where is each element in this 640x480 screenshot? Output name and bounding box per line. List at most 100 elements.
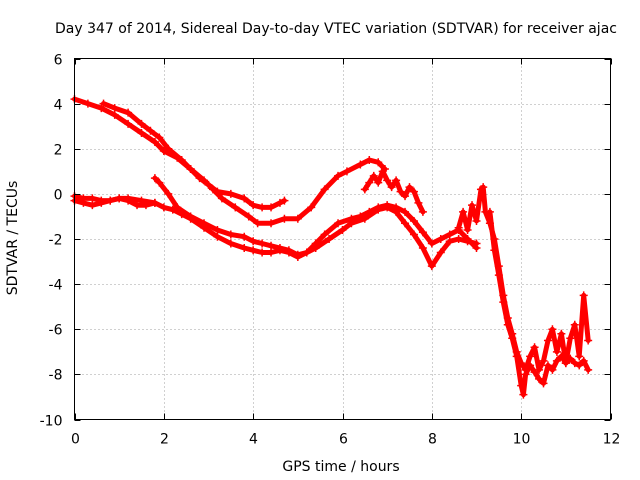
data-point — [240, 244, 249, 253]
data-point — [249, 237, 258, 246]
y-tick-label: -6 — [49, 323, 63, 339]
data-point — [226, 189, 235, 198]
data-point — [383, 176, 392, 185]
data-point — [401, 219, 410, 228]
data-point — [508, 334, 517, 343]
data-point — [561, 359, 570, 368]
data-point — [226, 230, 235, 239]
axis-ticks: 0 2 4 6 8 10 12 -10 -8 -6 -4 -2 0 2 4 6 — [40, 53, 621, 448]
data-point — [325, 235, 334, 243]
data-point — [146, 126, 155, 135]
data-point — [150, 137, 159, 146]
data-point — [267, 203, 276, 212]
data-point — [374, 178, 383, 187]
chart-title: Day 347 of 2014, Sidereal Day-to-day VTE… — [55, 21, 617, 37]
data-point — [97, 196, 106, 205]
data-point — [275, 246, 284, 255]
data-point — [99, 99, 108, 108]
series-arc-2 — [99, 99, 389, 228]
data-point — [548, 365, 557, 374]
data-point — [164, 189, 173, 198]
data-point — [543, 336, 552, 345]
y-axis-label: SDTVAR / TECUs — [5, 181, 21, 296]
x-tick-label: 12 — [603, 432, 621, 448]
data-point — [557, 352, 566, 361]
data-point — [517, 381, 526, 390]
data-point — [307, 203, 316, 212]
y-tick-label: -4 — [49, 278, 63, 294]
data-point — [378, 167, 387, 176]
series-arc-8 — [485, 207, 593, 399]
data-point — [552, 347, 561, 356]
data-point — [418, 228, 427, 237]
data-point — [530, 368, 539, 377]
data-point — [302, 248, 311, 257]
data-point — [472, 244, 481, 253]
data-point — [401, 207, 410, 216]
y-tick-label: 2 — [54, 143, 63, 159]
data-point — [124, 194, 133, 203]
data-point — [320, 185, 329, 194]
series-line — [72, 96, 287, 210]
data-point — [548, 325, 557, 334]
data-point — [275, 198, 284, 207]
y-tick-label: 4 — [54, 98, 63, 114]
data-point — [526, 361, 535, 370]
data-point — [436, 248, 445, 257]
data-point — [258, 203, 267, 212]
data-point — [575, 361, 584, 370]
data-point — [244, 212, 253, 221]
x-tick-label: 2 — [160, 432, 169, 448]
data-point — [459, 207, 468, 216]
data-point — [584, 365, 593, 374]
data-point — [79, 194, 88, 203]
data-point — [414, 198, 423, 207]
data-point — [200, 176, 209, 185]
data-point — [115, 194, 124, 203]
data-point — [293, 253, 302, 262]
data-point — [258, 239, 267, 248]
data-point — [427, 262, 436, 271]
data-point — [213, 225, 222, 234]
x-axis-label: GPS time / hours — [282, 459, 399, 475]
data-point — [164, 144, 173, 153]
data-point — [374, 203, 383, 212]
data-point — [168, 205, 177, 214]
data-point — [280, 214, 289, 223]
data-point — [365, 156, 374, 165]
data-point — [311, 239, 320, 248]
data-point — [445, 237, 454, 246]
data-point — [539, 356, 548, 365]
data-point — [159, 147, 168, 156]
y-tick-label: 6 — [54, 53, 63, 69]
data-point — [249, 246, 258, 255]
data-point — [530, 343, 539, 352]
data-point — [579, 291, 588, 300]
data-point — [186, 214, 195, 223]
data-point — [436, 235, 445, 243]
data-point — [258, 248, 267, 257]
data-point — [494, 271, 503, 280]
data-point — [479, 183, 488, 192]
data-point — [360, 185, 369, 194]
data-point — [535, 374, 544, 383]
data-point — [409, 230, 418, 239]
data-point — [88, 194, 97, 203]
data-point — [213, 232, 222, 241]
data-point — [454, 235, 463, 243]
data-point — [575, 352, 584, 361]
data-point — [97, 104, 106, 113]
data-point — [374, 158, 383, 167]
data-point — [217, 194, 226, 203]
data-point — [231, 203, 240, 212]
series-arc-6 — [360, 167, 427, 216]
data-point — [155, 133, 164, 142]
grid — [74, 58, 611, 420]
data-point — [383, 201, 392, 210]
data-point — [405, 183, 414, 192]
x-tick-label: 0 — [71, 432, 80, 448]
y-tick-label: -8 — [49, 368, 63, 384]
data-point — [552, 356, 561, 365]
data-point — [365, 207, 374, 216]
